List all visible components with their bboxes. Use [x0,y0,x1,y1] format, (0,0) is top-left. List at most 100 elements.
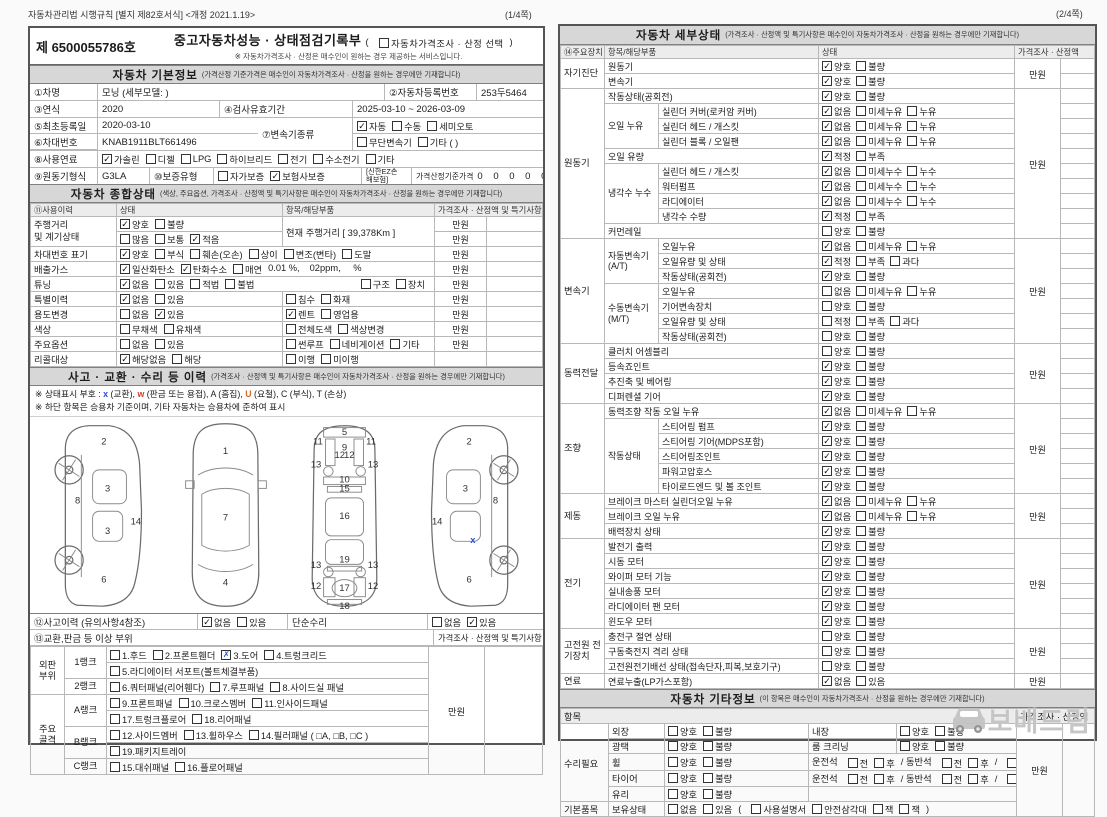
checkbox-unchecked[interactable]: 11.인사이드패널 [252,696,328,710]
checkbox-checked[interactable]: ✓ 양호 [822,90,851,103]
checkbox-unchecked[interactable]: 불량 [703,771,732,785]
checkbox-unchecked[interactable]: 불량 [856,600,885,613]
checkbox-checked[interactable]: ✓ 양호 [822,585,851,598]
checkbox-checked[interactable]: ✓ 양호 [822,600,851,613]
checkbox-unchecked[interactable]: 무채색 [120,323,158,336]
checkbox-unchecked[interactable]: 누수 [907,165,936,178]
checkbox-checked[interactable]: ✓ 적음 [190,233,219,246]
checkbox-unchecked[interactable]: 불량 [856,540,885,553]
checkbox-unchecked[interactable]: 불량 [856,90,885,103]
checkbox-unchecked[interactable]: 색상변경 [338,323,384,336]
checkbox-checked[interactable]: ✓ 없음 [822,675,851,688]
checkbox-unchecked[interactable]: 자동차가격조사 · 산정 선택 [379,36,503,50]
checkbox-unchecked[interactable]: 불량 [856,435,885,448]
checkbox-unchecked[interactable]: 양호 [668,740,697,753]
checkbox-unchecked[interactable]: 7.루프패널 [210,680,264,694]
checkbox-unchecked[interactable]: 5.라디에이터 서포트(볼트체결부품) [110,664,258,678]
checkbox-unchecked[interactable]: 18.리어패널 [192,712,251,726]
checkbox-checked[interactable]: ✓ 없음 [120,278,149,291]
checkbox-checked[interactable]: ✓ 없음 [822,120,851,133]
checkbox-unchecked[interactable]: 19.패키지트레이 [110,744,186,758]
checkbox-unchecked[interactable]: 양호 [900,740,929,753]
checkbox-unchecked[interactable]: 불량 [856,450,885,463]
checkbox-checked[interactable]: ✓ 보험사보증 [270,169,325,183]
checkbox-unchecked[interactable]: 양호 [668,755,697,769]
checkbox-unchecked[interactable]: 양호 [822,645,851,658]
checkbox-checked[interactable]: ✓ 양호 [822,450,851,463]
checkbox-unchecked[interactable]: 불량 [856,585,885,598]
checkbox-checked[interactable]: ✓ 양호 [822,360,851,373]
car-side-left-diagram[interactable]: 2 8 3 14 3 6 [48,421,156,609]
checkbox-unchecked[interactable]: 양호 [668,771,697,785]
checkbox-unchecked[interactable]: 양호 [822,660,851,673]
checkbox-checked[interactable]: ✓ 탄화수소 [180,263,227,276]
checkbox-checked[interactable]: ✓ 양호 [822,525,851,538]
checkbox-checked[interactable]: ✓ 양호 [120,248,149,261]
checkbox-checked[interactable]: ✓ 적정 [822,210,851,223]
checkbox-unchecked[interactable]: 누유 [907,285,936,298]
checkbox-unchecked[interactable]: 불량 [856,390,885,403]
checkbox-unchecked[interactable]: 14.필러패널 ( □A, □B, □C ) [248,728,368,742]
checkbox-unchecked[interactable]: 미세누유 [856,120,902,133]
checkbox-checked[interactable]: ✓ 양호 [822,555,851,568]
checkbox-unchecked[interactable]: 부족 [856,315,885,328]
checkbox-unchecked[interactable]: 응급 [1007,756,1016,770]
checkbox-unchecked[interactable]: 불량 [935,725,964,738]
checkbox-unchecked[interactable]: 응급 [1007,772,1016,786]
checkbox-checked[interactable]: ✓ 없음 [822,405,851,418]
checkbox-unchecked[interactable]: 불량 [856,420,885,433]
checkbox-unchecked[interactable]: 수소전기 [313,152,360,166]
checkbox-checked[interactable]: ✓ 일산화탄소 [120,263,175,276]
checkbox-unchecked[interactable]: 2.프론트휀더 [152,648,215,662]
checkbox-unchecked[interactable]: 1.후드 [110,648,147,662]
checkbox-unchecked[interactable]: 10.크로스멤버 [178,696,246,710]
checkbox-unchecked[interactable]: 불량 [703,788,732,801]
checkbox-checked[interactable]: ✓ 렌트 [286,308,315,321]
checkbox-unchecked[interactable]: 불량 [856,345,885,358]
checkbox-unchecked[interactable]: 미세누수 [856,195,902,208]
checkbox-unchecked[interactable]: 미세누유 [856,405,902,418]
checkbox-checked[interactable]: ✓ 없음 [822,240,851,253]
checkbox-unchecked[interactable]: 침수 [286,293,315,306]
checkbox-unchecked[interactable]: 있음 [155,338,184,351]
checkbox-unchecked[interactable]: 디젤 [145,152,175,166]
checkbox-checked[interactable]: ✓ 없음 [822,495,851,508]
checkbox-unchecked[interactable]: 불량 [703,740,732,753]
checkbox-unchecked[interactable]: 화재 [321,293,350,306]
checkbox-unchecked[interactable]: 불량 [856,525,885,538]
checkbox-unchecked[interactable]: 미세누유 [856,510,902,523]
checkbox-unchecked[interactable]: 무단변속기 [357,135,412,149]
checkbox-unchecked[interactable]: 부족 [856,150,885,163]
checkbox-unchecked[interactable]: 기타 [390,338,420,351]
checkbox-unchecked[interactable]: 전 [847,756,868,770]
checkbox-unchecked[interactable]: 매연 [233,263,262,276]
checkbox-unchecked[interactable]: 전 [941,756,962,770]
checkbox-unchecked[interactable]: 불량 [856,270,885,283]
checkbox-unchecked[interactable]: 후 [968,756,989,770]
checkbox-unchecked[interactable]: 구조 [360,278,390,291]
checkbox-unchecked[interactable]: 없음 [120,338,149,351]
checkbox-unchecked[interactable]: 불량 [856,225,885,238]
checkbox-unchecked[interactable]: 훼손(오손) [190,248,243,261]
checkbox-unchecked[interactable]: 부족 [856,210,885,223]
checkbox-unchecked[interactable]: 없음 [668,803,697,816]
checkbox-unchecked[interactable]: 없음 [822,285,851,298]
checkbox-unchecked[interactable]: 잭 [899,803,920,816]
checkbox-checked[interactable]: ✓ 없음 [822,135,851,148]
checkbox-checked[interactable]: ✓ 있음 [467,615,496,629]
checkbox-unchecked[interactable]: 불량 [856,360,885,373]
checkbox-unchecked[interactable]: 후 [874,772,895,786]
checkbox-checked[interactable]: ✓ 양호 [822,465,851,478]
checkbox-unchecked[interactable]: 양호 [822,345,851,358]
checkbox-checked[interactable]: ✓ 양호 [822,570,851,583]
checkbox-unchecked[interactable]: 적정 [822,315,851,328]
checkbox-unchecked[interactable]: 누수 [907,195,936,208]
checkbox-unchecked[interactable]: 도말 [342,248,371,261]
checkbox-unchecked[interactable]: 양호 [822,225,851,238]
checkbox-unchecked[interactable]: 썬루프 [286,338,324,351]
checkbox-unchecked[interactable]: 영업용 [321,308,359,321]
checkbox-unchecked[interactable]: 미세누유 [856,135,902,148]
checkbox-unchecked[interactable]: 불량 [856,555,885,568]
checkbox-checked[interactable]: ✓ 없음 [822,165,851,178]
checkbox-unchecked[interactable]: 잭 [872,803,893,816]
